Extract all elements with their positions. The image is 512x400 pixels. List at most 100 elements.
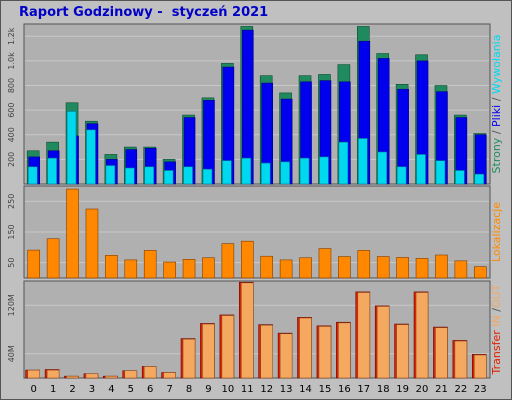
plot-area-transfer xyxy=(23,280,491,379)
bar-transfer-out xyxy=(46,369,60,379)
x-tick-label: 7 xyxy=(166,384,172,395)
bar-wywolania xyxy=(47,157,57,185)
bar-lokalizacje xyxy=(163,261,176,279)
bar-wywolania xyxy=(474,173,485,185)
x-tick-label: 3 xyxy=(89,384,95,395)
bar-wywolania xyxy=(396,166,407,185)
chart-title: Raport Godzinowy - styczeń 2021 xyxy=(19,5,269,20)
x-tick-label: 16 xyxy=(338,384,351,395)
x-tick-label: 17 xyxy=(357,384,370,395)
bar-transfer-out xyxy=(163,372,176,379)
x-tick-label: 18 xyxy=(377,384,390,395)
x-tick-label: 6 xyxy=(147,384,153,395)
y-tick-label: 800 xyxy=(7,78,16,93)
bar-wywolania xyxy=(280,161,290,185)
x-tick-label: 11 xyxy=(241,384,254,395)
bar-wywolania xyxy=(124,167,135,185)
bar-lokalizacje xyxy=(454,260,468,279)
bar-transfer-out xyxy=(85,373,99,379)
legend-entry: Transfer xyxy=(490,330,503,376)
y-tick-label: 1.2k xyxy=(7,27,16,45)
bar-transfer-out xyxy=(66,375,79,379)
x-tick-label: 20 xyxy=(416,384,429,395)
bar-lokalizacje xyxy=(279,259,293,279)
legend-entry: Lokalizacje xyxy=(490,202,503,262)
bar-lokalizacje xyxy=(27,249,41,279)
legend-entry: / xyxy=(490,127,503,138)
bar-transfer-out xyxy=(435,327,448,379)
bar-transfer-out xyxy=(279,333,293,379)
bar-wywolania xyxy=(86,129,96,185)
x-tick-label: 2 xyxy=(69,384,75,395)
bar-wywolania xyxy=(222,160,232,185)
x-tick-label: 4 xyxy=(108,384,114,395)
x-tick-label: 1 xyxy=(50,384,56,395)
bar-wywolania xyxy=(27,166,38,185)
y-tick-label: 200 xyxy=(7,152,16,167)
legend-entry: OUT xyxy=(490,284,503,308)
bar-lokalizacje xyxy=(221,243,235,279)
bar-transfer-out xyxy=(454,340,468,379)
bar-wywolania xyxy=(319,156,329,185)
x-tick-label: 22 xyxy=(455,384,468,395)
bar-wywolania xyxy=(105,165,116,185)
bar-lokalizacje xyxy=(46,238,60,279)
bar-wywolania xyxy=(241,157,252,185)
side-legend-transfer: Transfer IN /OUT xyxy=(490,284,503,375)
bar-transfer-out xyxy=(396,324,409,379)
legend-entry: Strony xyxy=(490,137,503,173)
bar-transfer-out xyxy=(202,323,215,379)
bar-lokalizacje xyxy=(473,266,487,279)
x-tick-label: 12 xyxy=(260,384,273,395)
bar-wywolania xyxy=(416,154,426,185)
y-tick-label: 150 xyxy=(7,224,16,239)
x-tick-label: 10 xyxy=(222,384,235,395)
legend-entry: / xyxy=(490,308,503,312)
bar-lokalizacje xyxy=(435,254,448,279)
bar-wywolania xyxy=(299,157,310,185)
x-tick-label: 0 xyxy=(31,384,37,395)
bar-transfer-out xyxy=(415,292,429,379)
bar-lokalizacje xyxy=(318,248,332,279)
bar-transfer-out xyxy=(299,317,312,379)
bar-transfer-out xyxy=(376,306,390,379)
bar-lokalizacje xyxy=(260,255,274,279)
y-tick-label: 400 xyxy=(7,127,16,142)
x-tick-label: 8 xyxy=(186,384,192,395)
bar-transfer-out xyxy=(338,322,351,379)
plot-area-requests xyxy=(23,23,491,185)
bar-wywolania xyxy=(377,151,388,185)
x-tick-label: 9 xyxy=(205,384,211,395)
bar-transfer-out xyxy=(260,324,274,379)
bar-wywolania xyxy=(183,166,193,185)
bar-transfer-out xyxy=(221,315,235,379)
side-legend-locations: Lokalizacje xyxy=(490,202,503,262)
y-tick-label: 120M xyxy=(7,294,16,316)
bar-lokalizacje xyxy=(66,188,79,279)
bar-transfer-out xyxy=(143,366,157,379)
y-tick-label: 40M xyxy=(7,345,16,362)
legend-entry: Pliki xyxy=(490,105,503,127)
bar-wywolania xyxy=(66,111,77,185)
side-legend-requests: Strony / Pliki / Wywołania xyxy=(490,35,503,174)
bar-wywolania xyxy=(260,162,271,185)
bar-lokalizacje xyxy=(85,208,99,279)
bar-transfer-out xyxy=(240,282,254,379)
bar-lokalizacje xyxy=(143,250,157,279)
bar-lokalizacje xyxy=(415,258,429,279)
x-tick-label: 15 xyxy=(319,384,332,395)
bar-wywolania xyxy=(357,138,368,185)
bar-lokalizacje xyxy=(376,256,390,279)
x-tick-label: 5 xyxy=(128,384,134,395)
bar-lokalizacje xyxy=(240,240,254,279)
bar-wywolania xyxy=(163,170,174,185)
legend-entry: Wywołania xyxy=(490,35,503,95)
bar-transfer-out xyxy=(27,369,41,379)
bar-lokalizacje xyxy=(396,257,409,279)
bar-lokalizacje xyxy=(202,257,215,279)
bar-transfer-out xyxy=(473,354,487,379)
legend-entry: IN xyxy=(490,312,503,330)
bar-transfer-out xyxy=(124,370,138,379)
y-tick-label: 250 xyxy=(7,194,16,209)
